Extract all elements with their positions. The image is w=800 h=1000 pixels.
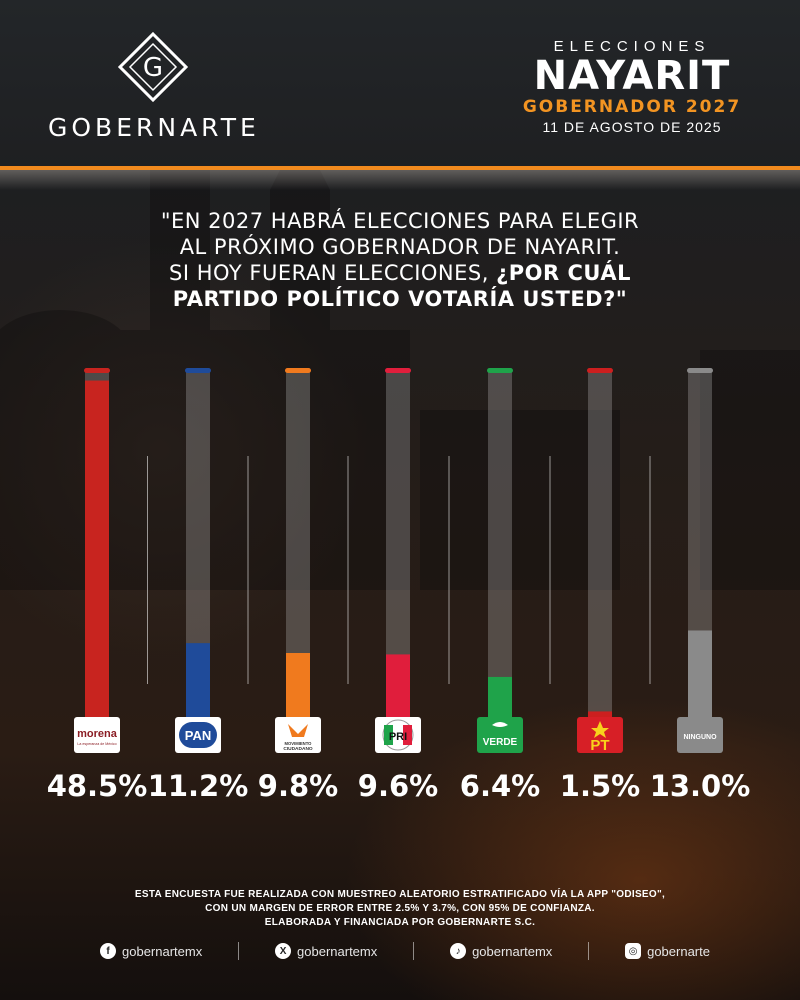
verde-toucan-icon <box>492 722 508 727</box>
mc-logo-text: CIUDADANO <box>283 746 313 752</box>
x-icon: X <box>275 943 292 959</box>
facebook-handle: gobernartemx <box>122 943 203 959</box>
tiktok-handle: gobernartemx <box>472 943 553 959</box>
value-label: 9.6% <box>358 769 438 803</box>
note-line-2: CON UN MARGEN DE ERROR ENTRE 2.5% Y 3.7%… <box>205 903 595 914</box>
social-tiktok[interactable]: ♪ gobernartemx <box>450 943 552 959</box>
value-label: 11.2% <box>148 769 249 803</box>
state-title: NAYARIT <box>533 53 731 99</box>
social-instagram[interactable]: ◎ gobernarte <box>625 943 710 959</box>
pan-logo-text: PAN <box>185 728 211 743</box>
bar <box>286 653 310 722</box>
bar-track <box>588 370 612 722</box>
pt-logo-text: PT <box>590 737 609 754</box>
bar-cap <box>84 368 110 373</box>
bar-cap <box>385 368 411 373</box>
bar-cap <box>185 368 211 373</box>
mc-logo-text: MOVIMIENTO <box>285 741 313 746</box>
social-links: f gobernartemx X gobernartemx ♪ gobernar… <box>100 940 710 962</box>
ninguno-logo-text: NINGUNO <box>683 734 717 741</box>
facebook-icon: f <box>100 943 116 959</box>
title-block: ELECCIONES NAYARIT GOBERNADOR 2027 11 DE… <box>512 38 752 135</box>
value-label: 9.8% <box>258 769 338 803</box>
bar <box>386 654 410 722</box>
divider <box>413 942 415 960</box>
pan-logo-oval <box>179 722 217 748</box>
bar <box>688 630 712 722</box>
gobernarte-diamond-icon: G <box>117 31 189 103</box>
note-line-1: ESTA ENCUESTA FUE REALIZADA CON MUESTREO… <box>134 889 666 900</box>
value-label: 1.5% <box>560 769 640 803</box>
note-line-3: ELABORADA Y FINANCIADA POR GOBERNARTE S.… <box>264 917 536 928</box>
ninguno-logo <box>677 717 723 753</box>
morena-logo <box>74 717 120 753</box>
office-subtitle: GOBERNADOR 2027 <box>522 97 742 117</box>
brand-name: GOBERNARTE <box>48 113 260 142</box>
brand-logo: G GOBERNARTE <box>48 31 260 142</box>
bar <box>186 643 210 722</box>
divider <box>238 942 240 960</box>
tiktok-icon: ♪ <box>450 943 467 959</box>
value-label: 6.4% <box>460 769 540 803</box>
bar <box>85 380 109 722</box>
methodology-note: ESTA ENCUESTA FUE REALIZADA CON MUESTREO… <box>60 888 740 930</box>
divider <box>588 942 590 960</box>
morena-logo-tagline: La esperanza de México <box>77 742 116 746</box>
value-label: 48.5% <box>47 769 148 803</box>
bar <box>488 676 512 722</box>
elections-label: ELECCIONES <box>553 38 711 55</box>
bar <box>588 711 612 722</box>
orange-divider <box>0 166 800 170</box>
pri-logo-text: PRI <box>389 731 407 743</box>
question-line-3-bold: ¿POR CUÁL <box>496 261 631 285</box>
vote-intention-chart: 48.5% 11.2% 9.8% 9.6% 6.4% 1.5% 13.0% morena La … <box>47 368 751 803</box>
verde-logo <box>477 717 523 753</box>
question-line-2: AL PRÓXIMO GOBERNADOR DE NAYARIT. <box>179 235 621 259</box>
pt-star-icon <box>591 721 609 738</box>
instagram-icon: ◎ <box>625 943 642 959</box>
poll-date: 11 DE AGOSTO DE 2025 <box>542 119 722 135</box>
pri-green <box>384 725 393 745</box>
bar-cap <box>487 368 513 373</box>
question-line-1: "EN 2027 HABRÁ ELECCIONES PARA ELEGIR <box>160 209 640 233</box>
value-label: 13.0% <box>650 769 751 803</box>
mc-eagle-icon <box>288 724 308 737</box>
light-band <box>0 170 800 190</box>
instagram-handle: gobernarte <box>647 943 710 959</box>
bar-track <box>488 370 512 722</box>
social-x[interactable]: X gobernartemx <box>275 943 377 959</box>
social-facebook[interactable]: f gobernartemx <box>100 943 202 959</box>
bar-cap <box>587 368 613 373</box>
pri-red <box>403 725 412 745</box>
x-handle: gobernartemx <box>297 943 378 959</box>
morena-logo-text: morena <box>77 728 118 740</box>
question-line-4: PARTIDO POLÍTICO VOTARÍA USTED?" <box>172 287 628 311</box>
bar-cap <box>285 368 311 373</box>
brand-letter: G <box>143 53 163 83</box>
bar-cap <box>687 368 713 373</box>
question-line-3: SI HOY FUERAN ELECCIONES, ¿POR CUÁL <box>120 260 680 286</box>
verde-logo-text: VERDE <box>483 737 518 748</box>
survey-question: "EN 2027 HABRÁ ELECCIONES PARA ELEGIR AL… <box>120 208 680 312</box>
question-line-3-text: SI HOY FUERAN ELECCIONES, <box>169 261 489 285</box>
pt-logo <box>577 717 623 753</box>
